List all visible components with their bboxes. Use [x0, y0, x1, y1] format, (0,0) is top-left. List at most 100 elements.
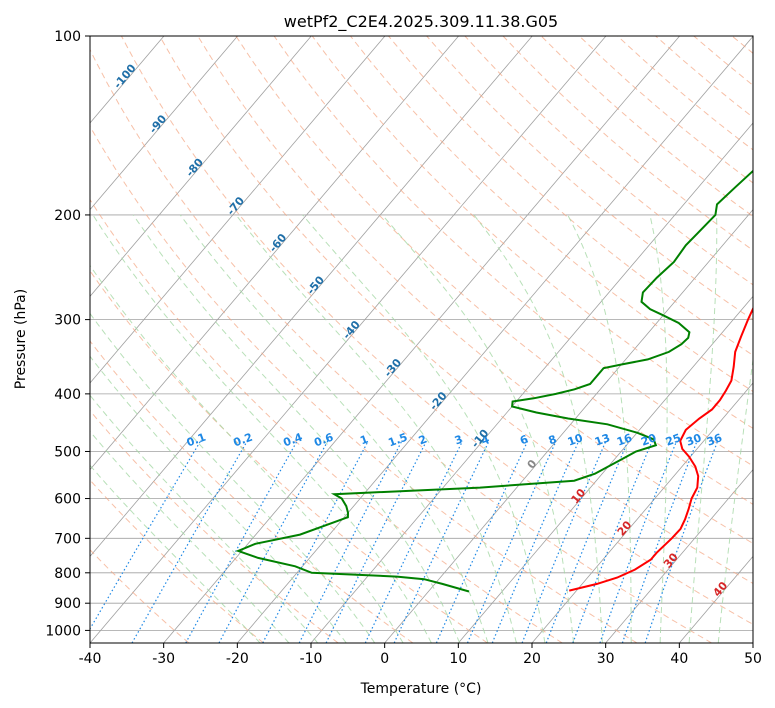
y-tick-label: 900 [54, 596, 81, 612]
y-axis: 100 200 300 400 500 600 700 800 900 1000 [45, 29, 90, 639]
moist-adiabat [90, 464, 261, 643]
mixing-ratio-line [185, 440, 298, 643]
adiabat-label: 10 [569, 486, 589, 506]
y-tick-label: 700 [54, 531, 81, 547]
isotherm-line [90, 36, 238, 211]
mixing-ratio-line [491, 440, 580, 643]
isotherm-label-zero: 0 [525, 457, 540, 471]
dewpoint-profile [235, 169, 753, 593]
sounding-lines [235, 169, 753, 593]
mixing-ratio-line [435, 440, 529, 643]
isotherm-line [163, 36, 680, 643]
mixing-ratio-label: 25 [664, 431, 683, 448]
dry-adiabat [655, 36, 753, 118]
mixing-ratio-line [218, 440, 329, 643]
mixing-ratio-label: 36 [705, 431, 724, 449]
adiabat-label: 30 [661, 550, 681, 570]
x-tick-label: -20 [226, 651, 249, 667]
mixing-ratio-label: 0.1 [185, 431, 208, 450]
moist-adiabat [90, 355, 347, 643]
mixing-ratio-line [131, 440, 248, 643]
mixing-ratio-label: 1 [358, 433, 370, 448]
moist-adiabat [90, 264, 404, 643]
mixing-ratio-line [466, 440, 557, 643]
dry-adiabat [90, 270, 488, 643]
isotherm-line [384, 209, 753, 643]
dry-adiabat [90, 549, 190, 643]
moist-adiabat [132, 214, 461, 643]
moist-adiabat [90, 430, 290, 643]
mixing-ratio-label: 10 [566, 431, 585, 449]
x-tick-label: 40 [670, 651, 688, 667]
dry-adiabat [90, 409, 339, 643]
y-axis-label: Pressure (hPa) [13, 289, 29, 389]
dry-adiabat [770, 36, 775, 643]
isotherm-line [679, 555, 753, 643]
x-axis: -40 -30 -20 -10 0 10 20 30 40 50 [79, 643, 762, 667]
y-tick-label: 600 [54, 492, 81, 508]
isotherm-label: -10 [469, 427, 492, 451]
x-tick-label: 0 [380, 651, 389, 667]
moist-adiabat [688, 214, 718, 643]
isotherm-line [237, 36, 753, 643]
isotherm-label: -30 [381, 356, 404, 380]
isotherm-line [90, 36, 386, 384]
mixing-ratio-label: 6 [518, 432, 530, 447]
dry-adiabat [159, 36, 753, 585]
x-tick-label: 50 [744, 651, 762, 667]
temperature-profile [568, 306, 753, 592]
mixing-ratio-line [644, 440, 719, 643]
moist-adiabat [235, 214, 517, 643]
x-tick-label: 10 [449, 651, 467, 667]
mixing-ratio-label: 16 [615, 431, 634, 449]
dry-adiabat [235, 36, 753, 505]
mixing-ratio-label: 20 [639, 431, 658, 449]
moist-adiabat [90, 394, 319, 643]
moist-adiabat [567, 214, 632, 643]
moist-adiabat [92, 214, 432, 643]
isotherm-line [605, 469, 753, 643]
dry-adiabat [350, 36, 753, 393]
isotherm-label: -50 [304, 273, 327, 297]
dry-adiabat [90, 340, 414, 643]
moist-adiabat [179, 214, 489, 643]
isotherm-line [531, 382, 753, 643]
isotherm-line [90, 36, 607, 643]
chart-title: wetPf2_C2E4.2025.309.11.38.G05 [284, 12, 558, 32]
isotherm-line [752, 642, 753, 643]
mixing-ratio-label: 13 [593, 431, 612, 448]
mixing-ratio-line [545, 440, 629, 643]
dry-adiabat [90, 479, 264, 643]
isotherm-line [310, 122, 753, 643]
plot-background [90, 36, 775, 643]
mixing-ratio-line [521, 440, 607, 643]
isotherm-label: -20 [427, 389, 450, 413]
adiabat-label: 20 [615, 518, 635, 538]
moist-adiabat [381, 214, 575, 643]
isotherm-label: -100 [111, 61, 139, 91]
isotherm-line [458, 295, 753, 643]
isotherm-line [90, 36, 312, 297]
mixing-ratio-label: 0.6 [312, 430, 335, 449]
mixing-ratio-line [393, 440, 490, 643]
isotherm-label: -70 [224, 194, 247, 218]
dry-adiabat [90, 125, 638, 643]
moist-adiabat [649, 214, 668, 643]
y-tick-label: 400 [54, 387, 81, 403]
isotherm-label: -40 [340, 318, 363, 342]
dry-adiabat [90, 48, 712, 643]
dry-adiabat [120, 36, 753, 625]
dry-adiabat [311, 36, 753, 429]
mixing-ratio-line [298, 440, 403, 643]
moist-adiabat [473, 214, 603, 643]
dry-adiabat [90, 198, 563, 643]
moist-adiabat [717, 356, 753, 643]
mixing-ratio-label: 1.5 [387, 431, 410, 450]
mixing-ratio-label: 2 [417, 433, 429, 448]
mixing-ratio-line [364, 440, 464, 643]
mixing-ratio-label: 8 [547, 433, 559, 448]
mixing-ratio-line [90, 440, 202, 631]
dry-adiabat [693, 36, 753, 86]
x-tick-label: -30 [152, 651, 175, 667]
mixing-ratio-label: 0.2 [232, 431, 255, 450]
